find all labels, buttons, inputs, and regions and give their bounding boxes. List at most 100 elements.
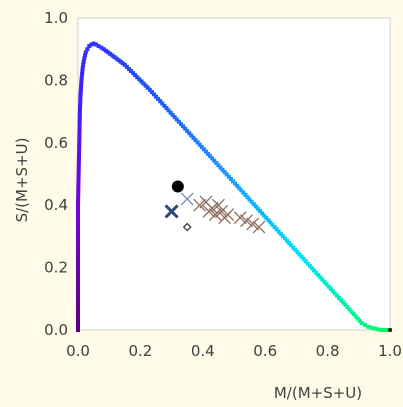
locus-point	[251, 202, 256, 207]
locus-point	[79, 78, 84, 83]
locus-point	[351, 311, 356, 316]
locus-point	[79, 75, 84, 80]
locus-point	[85, 47, 90, 52]
circle-marker	[171, 180, 184, 193]
locus-point	[170, 112, 175, 117]
locus-point	[162, 103, 167, 108]
locus-point	[133, 73, 138, 78]
locus-end-marker	[388, 328, 392, 332]
locus-point	[378, 328, 383, 332]
locus-point	[218, 165, 223, 170]
y-axis-label: S/(M+S+U)	[13, 138, 31, 223]
locus-point	[76, 165, 81, 170]
locus-point	[287, 241, 292, 246]
locus-point	[76, 259, 80, 264]
y-tick-label: 0.8	[44, 71, 68, 89]
locus-point	[76, 172, 81, 176]
locus-point	[220, 167, 225, 172]
locus-point	[76, 281, 80, 286]
x-tick-label: 1.0	[378, 342, 402, 360]
locus-point	[76, 253, 80, 258]
locus-point	[76, 287, 80, 292]
locus-point	[349, 309, 354, 314]
locus-point	[76, 215, 80, 220]
locus-point	[366, 324, 371, 329]
locus-point	[318, 275, 323, 280]
locus-point	[249, 199, 254, 204]
locus-point	[226, 174, 231, 179]
diamond-marker	[182, 222, 192, 232]
locus-point	[122, 62, 127, 67]
locus-point	[247, 197, 252, 202]
locus-point	[216, 163, 221, 168]
x-marker	[252, 220, 266, 234]
locus-point	[76, 237, 80, 242]
locus-point	[293, 247, 298, 252]
locus-point	[230, 179, 235, 184]
locus-point	[89, 42, 94, 47]
locus-point	[77, 131, 82, 136]
locus-point	[77, 128, 82, 133]
locus-point	[91, 41, 96, 46]
locus-point	[243, 193, 248, 198]
locus-point	[76, 196, 81, 201]
locus-point	[233, 181, 238, 186]
locus-point	[245, 195, 250, 200]
locus-point	[224, 172, 229, 177]
locus-point	[76, 168, 81, 173]
y-tick-label: 0.2	[44, 259, 68, 277]
locus-point	[199, 144, 204, 149]
locus-point	[164, 106, 169, 111]
locus-point	[108, 51, 113, 56]
locus-point	[76, 181, 81, 186]
x-marker	[221, 208, 235, 222]
locus-point	[76, 296, 80, 301]
locus-point	[305, 261, 310, 266]
y-tick-label: 1.0	[44, 9, 68, 27]
locus-point	[77, 115, 82, 120]
x-marker	[205, 201, 219, 215]
locus-point	[77, 134, 82, 139]
locus-point	[276, 229, 281, 234]
locus-point	[176, 119, 181, 124]
y-tick-label: 0.4	[44, 196, 68, 214]
locus-point	[372, 326, 377, 331]
locus-point	[76, 293, 80, 298]
locus-point	[280, 234, 285, 239]
locus-point	[189, 133, 194, 138]
locus-point	[282, 236, 287, 241]
x-marker	[164, 204, 179, 219]
locus-point	[116, 58, 121, 63]
locus-point	[80, 69, 85, 74]
locus-point	[274, 227, 279, 232]
locus-point	[135, 75, 140, 80]
locus-point	[262, 213, 267, 218]
locus-point	[110, 53, 115, 58]
locus-point	[76, 274, 80, 279]
locus-point	[166, 108, 171, 113]
locus-point	[291, 245, 296, 250]
locus-point	[120, 61, 125, 66]
locus-point	[212, 158, 217, 163]
locus-point	[195, 140, 200, 145]
locus-point	[76, 193, 81, 198]
locus-point	[76, 221, 80, 226]
locus-point	[289, 243, 294, 248]
locus-point	[76, 321, 80, 326]
locus-point	[137, 77, 142, 82]
locus-point	[81, 59, 86, 64]
locus-point	[78, 94, 83, 98]
locus-point	[197, 142, 202, 147]
locus-point	[81, 62, 86, 67]
locus-point	[210, 156, 215, 161]
locus-point	[76, 278, 80, 283]
locus-point	[79, 84, 84, 89]
locus-point	[322, 279, 327, 284]
locus-point	[191, 135, 196, 140]
locus-point	[76, 156, 81, 161]
locus-point	[139, 79, 144, 84]
locus-point	[337, 295, 342, 300]
locus-point	[295, 250, 300, 255]
locus-point	[228, 176, 233, 181]
locus-point	[355, 316, 360, 321]
